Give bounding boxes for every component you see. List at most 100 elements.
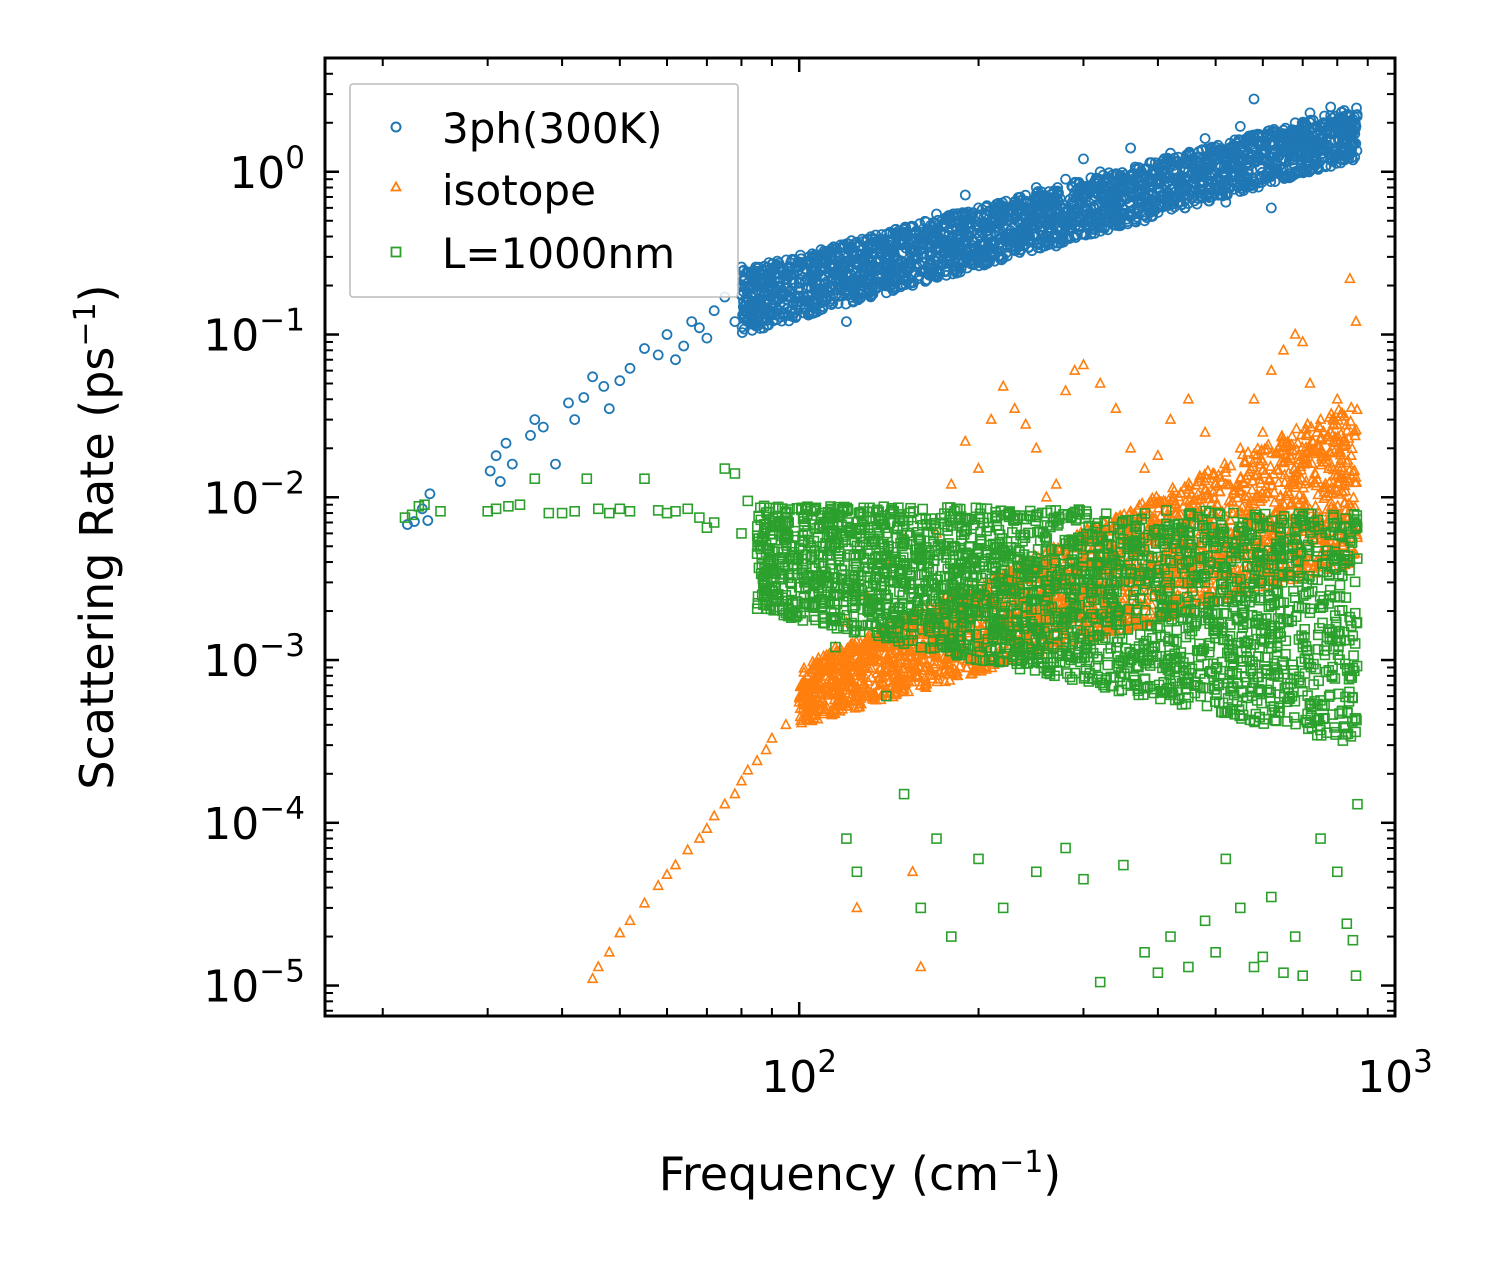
- band-point: [870, 263, 881, 275]
- band-point: [1293, 488, 1306, 500]
- band-point: [1341, 456, 1353, 468]
- band-point: [1268, 495, 1281, 507]
- band-point: [1270, 145, 1282, 157]
- band-point: [1171, 588, 1184, 600]
- band-point: [951, 664, 963, 676]
- band-point: [841, 673, 854, 685]
- data-point: [1265, 363, 1278, 375]
- band-point: [771, 292, 783, 304]
- band-point: [1338, 409, 1351, 421]
- band-point: [1194, 471, 1206, 483]
- band-point: [836, 289, 847, 301]
- band-point: [995, 231, 1007, 243]
- band-point: [1254, 476, 1267, 488]
- band-point: [865, 645, 878, 657]
- band-point: [895, 649, 907, 661]
- band-point: [893, 676, 905, 688]
- band-point: [875, 661, 887, 673]
- band-point: [1262, 438, 1275, 450]
- band-point: [1328, 445, 1341, 457]
- band-point: [1202, 464, 1214, 476]
- band-point: [1274, 445, 1286, 457]
- data-point: [1331, 392, 1344, 404]
- band-point: [1336, 485, 1349, 497]
- data-point: [760, 743, 772, 755]
- band-point: [995, 236, 1006, 248]
- band-point: [930, 250, 942, 262]
- band-point: [1300, 556, 1313, 568]
- band-point: [858, 677, 870, 689]
- band-point: [1319, 481, 1332, 493]
- band-point: [1251, 467, 1264, 479]
- band-point: [1300, 452, 1312, 464]
- data-point: [701, 821, 713, 834]
- band-point: [1242, 445, 1254, 457]
- band-point: [835, 699, 848, 711]
- band-point: [938, 242, 950, 254]
- band-point: [1325, 407, 1338, 419]
- band-point: [1347, 464, 1359, 477]
- data-point: [681, 843, 694, 855]
- data-point: [1234, 441, 1247, 453]
- band-point: [1170, 497, 1182, 509]
- band-point: [1221, 189, 1233, 201]
- band-point: [1239, 455, 1252, 467]
- data-point: [1077, 358, 1090, 370]
- band-point: [832, 660, 844, 672]
- band-point: [1320, 161, 1331, 173]
- band-point: [810, 658, 823, 670]
- band-point: [1344, 414, 1357, 426]
- band-point: [1246, 456, 1259, 468]
- data-point: [914, 960, 927, 972]
- band-point: [1305, 420, 1317, 432]
- band-point: [1272, 475, 1285, 488]
- band-point: [1272, 164, 1283, 176]
- band-point: [892, 682, 905, 694]
- band-point: [975, 661, 988, 673]
- data-point: [1019, 417, 1032, 429]
- data-point: [1248, 392, 1260, 404]
- band-point: [928, 265, 939, 277]
- band-point: [819, 702, 832, 714]
- band-point: [872, 638, 885, 650]
- band-point: [1026, 245, 1038, 257]
- band-point: [854, 665, 866, 677]
- band-point: [1347, 491, 1360, 503]
- band-point: [813, 681, 826, 693]
- data-point: [851, 901, 863, 913]
- band-point: [933, 665, 946, 677]
- band-point: [1236, 506, 1249, 518]
- data-point: [708, 809, 721, 821]
- band-point: [925, 628, 937, 640]
- band-point: [853, 697, 866, 709]
- band-point: [1298, 498, 1311, 510]
- band-point: [1230, 480, 1242, 492]
- band-point: [825, 676, 837, 688]
- band-point: [1319, 477, 1332, 489]
- data-point: [1094, 376, 1107, 388]
- band-point: [1147, 210, 1158, 222]
- band-point: [1292, 497, 1305, 509]
- band-point: [1190, 478, 1202, 490]
- band-point: [1216, 144, 1227, 156]
- band-point: [1005, 241, 1016, 253]
- data-point: [997, 379, 1010, 391]
- band-point: [891, 655, 903, 668]
- band-point: [1096, 221, 1108, 233]
- band-point: [1295, 463, 1308, 475]
- band-point: [851, 644, 864, 656]
- data-point: [1182, 392, 1195, 404]
- band-point: [1171, 173, 1183, 185]
- band-point: [1350, 423, 1363, 435]
- band-point: [823, 647, 836, 659]
- band-point: [1199, 483, 1212, 496]
- band-point: [812, 670, 825, 682]
- band-point: [1285, 497, 1298, 509]
- band-point: [809, 704, 822, 716]
- band-point: [826, 706, 838, 718]
- band-point: [1342, 431, 1355, 443]
- data-point: [1138, 461, 1151, 473]
- band-point: [969, 249, 981, 261]
- band-point: [1118, 591, 1131, 604]
- band-point: [1211, 145, 1223, 157]
